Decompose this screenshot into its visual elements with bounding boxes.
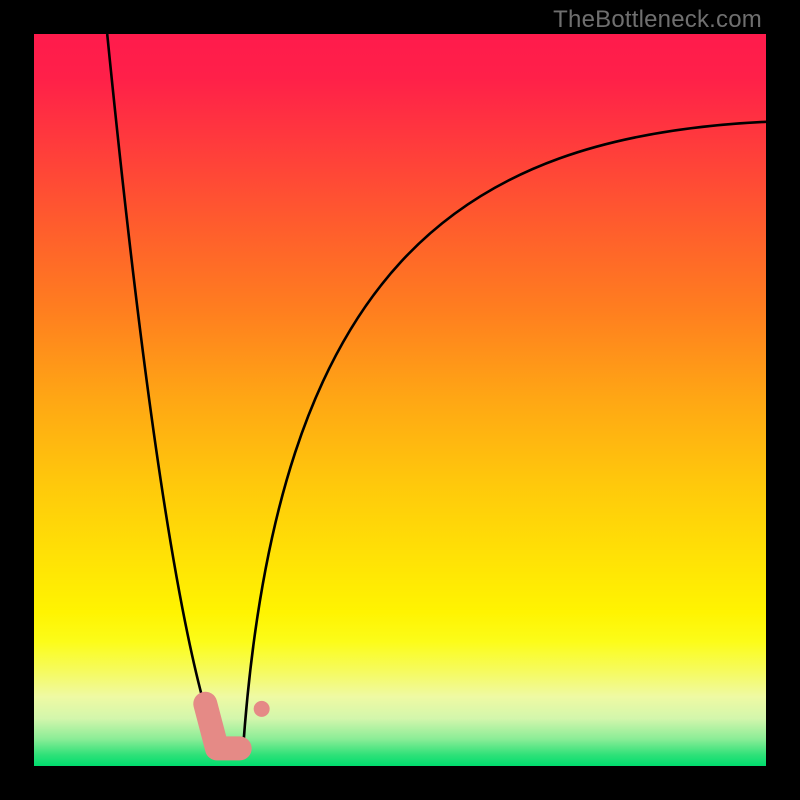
bottleneck-curve-left xyxy=(107,34,220,755)
bottleneck-curve-right xyxy=(243,122,766,755)
chart-svg xyxy=(34,34,766,766)
watermark-text: TheBottleneck.com xyxy=(553,6,762,34)
trough-marker xyxy=(205,704,239,749)
bottleneck-chart: TheBottleneck.com xyxy=(0,0,800,800)
dot-marker xyxy=(254,701,270,717)
